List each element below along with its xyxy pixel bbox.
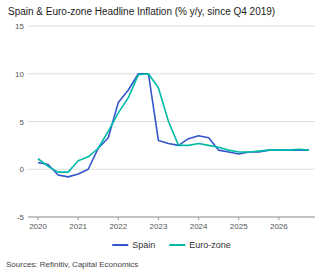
grid-line [28, 73, 315, 74]
x-axis-line [28, 217, 315, 218]
x-tick-label: 2020 [29, 222, 47, 231]
legend-item: Euro-zone [169, 240, 231, 250]
series-line [38, 74, 309, 172]
x-tick-label: 2023 [150, 222, 168, 231]
y-tick-label: 5 [20, 118, 25, 127]
annotation: Sources: Refinitiv, Capital Economics [6, 260, 138, 269]
x-tick [158, 217, 159, 220]
x-tick [198, 217, 199, 220]
grid-line [28, 26, 315, 27]
x-tick [118, 217, 119, 220]
x-tick-label: 2022 [109, 222, 127, 231]
legend-swatch [112, 244, 128, 246]
legend-label: Spain [132, 240, 155, 250]
x-tick-label: 2025 [230, 222, 248, 231]
legend-label: Euro-zone [189, 240, 231, 250]
x-tick [78, 217, 79, 220]
x-tick [38, 217, 39, 220]
grid-line [28, 217, 315, 218]
x-tick-label: 2024 [190, 222, 208, 231]
y-tick-label: 0 [20, 165, 25, 174]
legend-item: Spain [112, 240, 155, 250]
y-tick-label: -5 [17, 213, 25, 222]
legend: Spain Euro-zone [112, 240, 231, 250]
title: Spain & Euro-zone Headline Inflation (% … [8, 6, 275, 17]
grid [28, 26, 315, 217]
x-tick [278, 217, 279, 220]
y-tick-label: 15 [15, 22, 24, 31]
series-line [38, 74, 309, 177]
lines [38, 74, 309, 177]
chart: Spain & Euro-zone Headline Inflation (% … [0, 0, 325, 273]
x-tick-label: 2026 [270, 222, 288, 231]
y-tick-label: 10 [15, 70, 24, 79]
x-tick [238, 217, 239, 220]
x-tick-label: 2021 [69, 222, 87, 231]
grid-line [28, 121, 315, 122]
legend-swatch [169, 244, 185, 246]
